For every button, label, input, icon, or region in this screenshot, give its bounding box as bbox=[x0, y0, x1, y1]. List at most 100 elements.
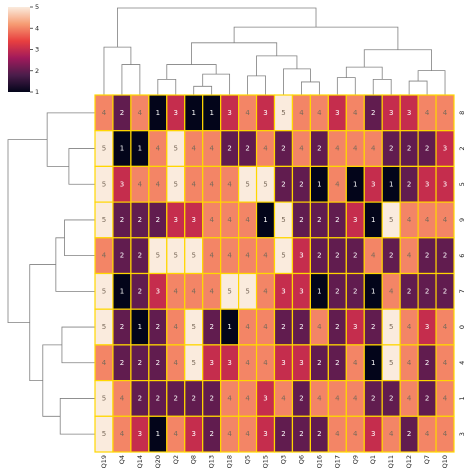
cell-value-label: 4 bbox=[120, 394, 125, 402]
dendrogram-branch bbox=[117, 7, 317, 48]
cell-value-label: 2 bbox=[209, 430, 213, 438]
cell-value-label: 3 bbox=[407, 109, 411, 117]
colorbar-tick-label: 3 bbox=[35, 46, 39, 54]
column-tick-label: Q4 bbox=[118, 455, 126, 464]
dendrogram-branch bbox=[64, 219, 95, 257]
cell-value-label: 4 bbox=[227, 252, 232, 260]
cell-value-label: 1 bbox=[263, 216, 267, 224]
cell-value-label: 4 bbox=[191, 287, 196, 295]
dendrogram-branch bbox=[408, 80, 428, 95]
cell-value-label: 3 bbox=[371, 430, 375, 438]
cell-value-label: 5 bbox=[281, 252, 285, 260]
cell-value-label: 1 bbox=[371, 216, 375, 224]
cell-value-label: 4 bbox=[156, 180, 161, 188]
cell-value-label: 1 bbox=[138, 145, 142, 153]
dendrogram-branch bbox=[68, 148, 95, 185]
row-tick-label: 6 bbox=[458, 254, 466, 258]
cell-value-label: 3 bbox=[209, 359, 213, 367]
row-tick-labels: 8 2 5 9 6 7 0 4 1 3 bbox=[458, 111, 466, 436]
cell-value-label: 4 bbox=[389, 430, 394, 438]
cell-value-label: 2 bbox=[407, 287, 411, 295]
colorbar-tick-label: 4 bbox=[35, 24, 39, 32]
cell-value-label: 5 bbox=[245, 287, 249, 295]
row-dendrogram bbox=[7, 112, 95, 435]
cell-value-label: 4 bbox=[443, 430, 448, 438]
cell-value-label: 4 bbox=[209, 145, 214, 153]
cell-value-label: 4 bbox=[174, 323, 179, 331]
cell-value-label: 4 bbox=[209, 252, 214, 260]
cell-value-label: 5 bbox=[281, 109, 285, 117]
column-tick-label: Q7 bbox=[423, 455, 431, 464]
cell-value-label: 2 bbox=[281, 323, 285, 331]
cell-value-label: 3 bbox=[174, 109, 178, 117]
cell-value-label: 3 bbox=[263, 109, 267, 117]
cell-value-label: 4 bbox=[209, 287, 214, 295]
cell-value-label: 4 bbox=[174, 287, 179, 295]
column-dendrogram bbox=[103, 7, 446, 95]
cell-value-label: 4 bbox=[245, 430, 250, 438]
cell-value-label: 5 bbox=[245, 180, 249, 188]
cell-value-label: 5 bbox=[102, 394, 106, 402]
cell-value-label: 4 bbox=[443, 216, 448, 224]
cell-value-label: 2 bbox=[174, 394, 178, 402]
cell-value-label: 2 bbox=[425, 287, 429, 295]
column-tick-labels: Q19 Q4 Q14 Q20 Q2 Q8 Q13 Q18 Q5 Q15 Q3 Q6 Q16 Q17 Q9 Q1… bbox=[100, 455, 449, 468]
cell-value-label: 2 bbox=[227, 145, 231, 153]
cell-value-label: 3 bbox=[281, 287, 285, 295]
dendrogram-branch bbox=[372, 78, 392, 95]
cell-value-label: 4 bbox=[174, 430, 179, 438]
cell-value-label: 4 bbox=[227, 180, 232, 188]
cell-value-label: 5 bbox=[102, 145, 106, 153]
cell-value-label: 4 bbox=[174, 359, 179, 367]
cell-value-label: 4 bbox=[120, 430, 125, 438]
cell-value-label: 4 bbox=[353, 109, 358, 117]
dendrogram-branch bbox=[202, 73, 231, 95]
row-tick-label: 8 bbox=[458, 111, 466, 115]
cell-value-label: 2 bbox=[209, 323, 213, 331]
column-tick-label: Q13 bbox=[208, 455, 216, 468]
dendrogram-branch bbox=[121, 64, 141, 95]
cell-value-label: 4 bbox=[425, 216, 430, 224]
cell-value-label: 2 bbox=[120, 109, 124, 117]
cell-value-label: 4 bbox=[245, 216, 250, 224]
column-tick-label: Q3 bbox=[279, 455, 287, 464]
cell-value-label: 4 bbox=[389, 287, 394, 295]
cell-value-label: 2 bbox=[443, 287, 447, 295]
cell-value-label: 1 bbox=[120, 145, 124, 153]
cell-value-label: 4 bbox=[245, 323, 250, 331]
cell-value-label: 3 bbox=[353, 216, 357, 224]
cell-value-label: 2 bbox=[120, 216, 124, 224]
cell-value-label: 5 bbox=[191, 252, 195, 260]
cell-value-label: 4 bbox=[263, 287, 268, 295]
cell-value-label: 3 bbox=[191, 430, 195, 438]
cell-value-label: 4 bbox=[317, 323, 322, 331]
cell-value-label: 5 bbox=[174, 145, 178, 153]
column-tick-label: Q10 bbox=[441, 455, 449, 468]
cell-value-label: 2 bbox=[138, 394, 142, 402]
row-tick-label: 0 bbox=[458, 325, 466, 329]
cell-value-label: 4 bbox=[102, 359, 107, 367]
column-tick-label: Q8 bbox=[190, 455, 198, 464]
cell-value-label: 1 bbox=[371, 287, 375, 295]
cell-value-label: 3 bbox=[263, 394, 267, 402]
cell-value-label: 4 bbox=[407, 216, 412, 224]
cell-value-label: 3 bbox=[156, 287, 160, 295]
dendrogram-branch bbox=[233, 26, 399, 50]
cell-value-label: 1 bbox=[371, 359, 375, 367]
cell-value-label: 2 bbox=[317, 216, 321, 224]
cell-value-label: 2 bbox=[120, 252, 124, 260]
cell-value-label: 5 bbox=[102, 287, 106, 295]
cell-value-label: 5 bbox=[174, 252, 178, 260]
cell-value-label: 3 bbox=[227, 359, 231, 367]
cell-value-label: 3 bbox=[299, 252, 303, 260]
cell-value-label: 2 bbox=[245, 145, 249, 153]
cell-value-label: 5 bbox=[102, 430, 106, 438]
cell-value-label: 2 bbox=[371, 394, 375, 402]
cell-value-label: 4 bbox=[407, 394, 412, 402]
cell-value-label: 3 bbox=[425, 323, 429, 331]
row-tick-label: 9 bbox=[458, 218, 466, 222]
cell-value-label: 5 bbox=[191, 323, 195, 331]
cell-value-label: 4 bbox=[371, 252, 376, 260]
cell-value-label: 4 bbox=[281, 394, 286, 402]
cell-value-label: 2 bbox=[209, 394, 213, 402]
